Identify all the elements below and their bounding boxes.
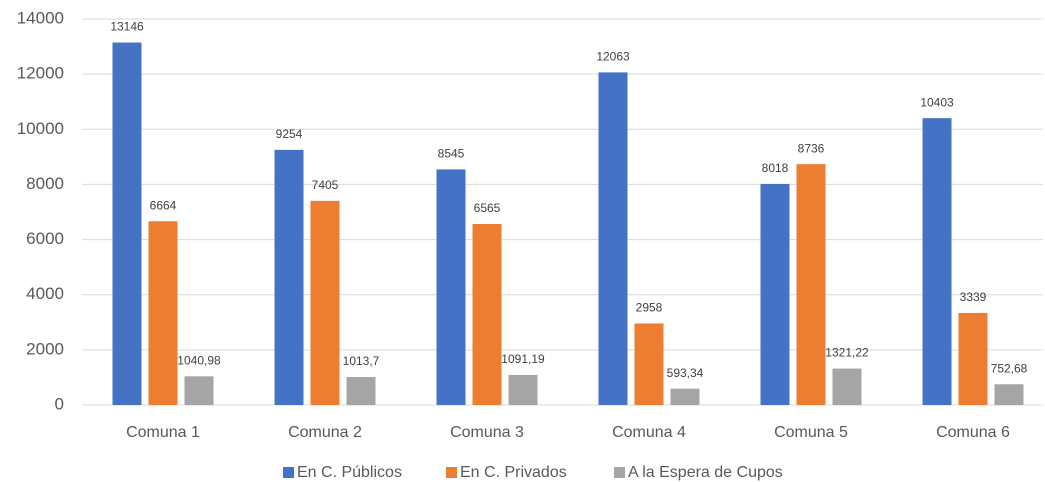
data-label: 1321,22 [825,346,869,360]
bar [958,312,988,405]
data-label: 6565 [474,201,501,215]
y-tick-label: 8000 [26,174,64,193]
y-tick-label: 14000 [17,8,64,27]
x-tick-label: Comuna 2 [288,424,362,441]
bar [634,323,664,405]
x-tick-label: Comuna 5 [774,424,848,441]
legend-swatch [283,467,294,478]
x-tick-label: Comuna 4 [612,424,686,441]
bar [274,149,304,405]
data-label: 10403 [920,95,954,109]
data-label: 12063 [596,50,630,64]
x-tick-label: Comuna 6 [936,424,1010,441]
bar [670,388,700,405]
bar [184,376,214,405]
data-label: 8736 [798,141,825,155]
bar [922,118,952,405]
bar [760,183,790,405]
data-label: 8545 [438,147,465,161]
bar [310,200,340,405]
bar [112,42,142,406]
bar [148,221,178,405]
bar [598,72,628,406]
legend-label: En C. Públicos [297,464,402,481]
legend-swatch [446,467,457,478]
data-label: 7405 [312,178,339,192]
bar [832,368,862,405]
data-label: 9254 [276,127,303,141]
bar [436,169,466,405]
bar [994,384,1024,405]
data-label: 2958 [636,301,663,315]
data-label: 8018 [762,161,789,175]
data-label: 752,68 [991,361,1028,375]
data-label: 1040,98 [177,353,221,367]
data-label: 6664 [150,198,177,212]
legend-label: En C. Privados [460,464,567,481]
data-label: 593,34 [667,366,704,380]
data-label: 1091,19 [501,352,545,366]
bar [508,374,538,405]
y-tick-label: 2000 [26,339,64,358]
legend-label: A la Espera de Cupos [628,464,783,481]
y-tick-label: 10000 [17,119,64,138]
y-tick-label: 4000 [26,284,64,303]
y-tick-label: 0 [55,394,64,413]
data-label: 3339 [960,290,987,304]
y-tick-label: 6000 [26,229,64,248]
bar [346,377,376,405]
data-label: 1013,7 [343,354,380,368]
legend-swatch [614,467,625,478]
y-tick-label: 12000 [17,64,64,83]
bar [472,223,502,405]
data-label: 13146 [110,20,144,34]
bar [796,164,826,405]
x-tick-label: Comuna 1 [126,424,200,441]
x-tick-label: Comuna 3 [450,424,524,441]
